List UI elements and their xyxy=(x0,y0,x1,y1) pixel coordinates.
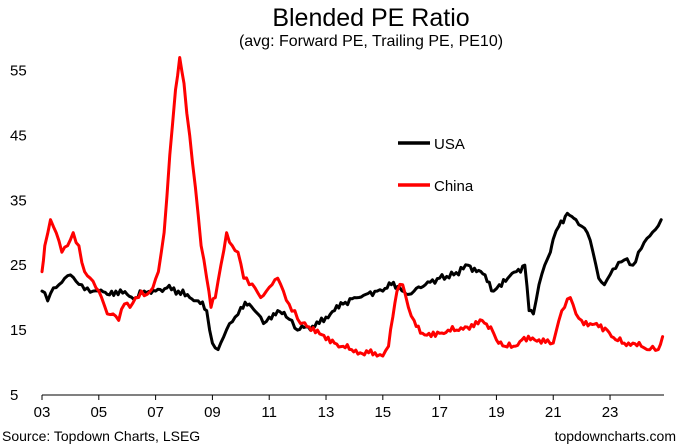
legend: USA China xyxy=(398,136,474,195)
y-tick-label-55: 55 xyxy=(10,62,27,79)
x-tick-label-19: 19 xyxy=(488,404,505,421)
x-tick-label-03: 03 xyxy=(34,404,51,421)
y-tick-label-45: 45 xyxy=(10,127,27,144)
x-tick-label-11: 11 xyxy=(261,404,277,421)
series-line-china xyxy=(40,56,665,358)
x-tick-label-17: 17 xyxy=(431,404,448,421)
footer-site: topdowncharts.com xyxy=(555,428,676,444)
y-tick-label-5: 5 xyxy=(10,387,18,404)
y-tick-label-25: 25 xyxy=(10,257,27,274)
legend-label-china: China xyxy=(434,178,474,195)
x-tick-label-15: 15 xyxy=(374,404,391,421)
chart-title: Blended PE Ratio xyxy=(272,4,469,32)
chart-subtitle: (avg: Forward PE, Trailing PE, PE10) xyxy=(239,33,503,50)
y-tick-label-15: 15 xyxy=(10,322,27,339)
series-lines xyxy=(40,56,665,358)
x-tick-label-23: 23 xyxy=(602,404,619,421)
y-axis-tick-labels: 5 15 25 35 45 55 xyxy=(10,62,27,404)
footer-source: Source: Topdown Charts, LSEG xyxy=(2,428,200,444)
x-tick-label-07: 07 xyxy=(147,404,164,421)
legend-label-usa: USA xyxy=(434,136,465,153)
x-tick-label-13: 13 xyxy=(318,404,335,421)
x-tick-label-09: 09 xyxy=(204,404,221,421)
x-tick-label-21: 21 xyxy=(545,404,562,421)
x-axis-ticks: 03 05 07 09 11 13 15 17 19 21 23 xyxy=(34,395,619,421)
series-line-usa xyxy=(40,211,663,352)
y-tick-label-35: 35 xyxy=(10,192,27,209)
x-tick-label-05: 05 xyxy=(90,404,107,421)
